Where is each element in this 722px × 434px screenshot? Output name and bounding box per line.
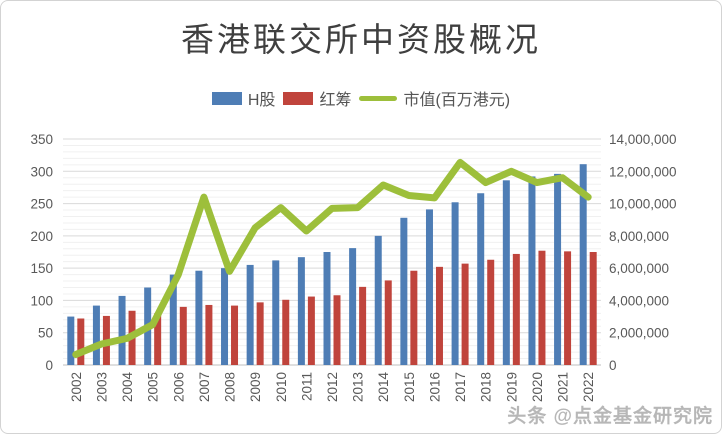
svg-text:2004: 2004 <box>120 372 135 403</box>
legend-label-h-share: H股 <box>247 92 276 109</box>
red-chip-bar <box>256 302 264 365</box>
h-share-bar <box>297 257 305 365</box>
legend-item-red-chip: 红筹 <box>283 86 351 110</box>
h-share-bar <box>349 248 357 365</box>
h-share-bar <box>502 180 510 365</box>
svg-text:2,000,000: 2,000,000 <box>609 326 669 341</box>
h-share-bar <box>246 264 254 365</box>
svg-text:300: 300 <box>30 164 53 179</box>
h-share-bar <box>374 235 382 365</box>
red-chip-bar <box>487 259 495 365</box>
svg-text:8,000,000: 8,000,000 <box>609 229 669 244</box>
red-chip-bar <box>435 266 443 365</box>
red-chip-legend-swatch-icon <box>283 91 314 105</box>
red-chip-bar <box>512 253 520 365</box>
market-cap-legend-line-icon <box>359 95 398 101</box>
red-chip-bar <box>461 263 469 365</box>
red-chip-bar <box>307 296 315 365</box>
red-chip-bar <box>154 313 162 365</box>
svg-text:2010: 2010 <box>274 372 289 402</box>
red-chip-bar <box>384 280 392 365</box>
svg-text:2003: 2003 <box>94 372 109 402</box>
red-chip-bar <box>179 306 187 365</box>
svg-text:14,000,000: 14,000,000 <box>609 132 677 147</box>
h-share-bar <box>554 173 562 365</box>
svg-text:150: 150 <box>30 261 53 276</box>
legend-item-h-share: H股 <box>211 86 276 110</box>
h-share-bar <box>272 260 280 365</box>
legend-label-market-cap: 市值(百万港元) <box>403 92 511 109</box>
svg-text:2007: 2007 <box>197 372 212 402</box>
h-share-bar <box>425 209 433 365</box>
svg-text:2022: 2022 <box>581 372 596 402</box>
h-share-bar <box>528 176 536 365</box>
chart-legend: H股 红筹 市值(百万港元) <box>1 86 721 110</box>
svg-text:2014: 2014 <box>376 372 391 403</box>
svg-text:2020: 2020 <box>530 372 545 402</box>
svg-text:0: 0 <box>609 358 617 373</box>
market-cap-line <box>72 158 592 359</box>
svg-text:2015: 2015 <box>402 372 417 402</box>
svg-text:6,000,000: 6,000,000 <box>609 261 669 276</box>
h-share-bar <box>400 217 408 365</box>
svg-text:2017: 2017 <box>453 372 468 402</box>
svg-text:100: 100 <box>30 293 53 308</box>
svg-text:2012: 2012 <box>325 372 340 402</box>
svg-text:2013: 2013 <box>351 372 366 402</box>
svg-text:2019: 2019 <box>504 372 519 402</box>
svg-text:2016: 2016 <box>427 372 442 402</box>
svg-text:2005: 2005 <box>146 372 161 402</box>
red-chip-bar <box>410 270 418 365</box>
legend-label-red-chip: 红筹 <box>319 92 352 109</box>
h-share-bar <box>221 268 229 365</box>
h-share-bar <box>169 274 177 365</box>
svg-text:50: 50 <box>38 326 53 341</box>
svg-text:2011: 2011 <box>299 372 314 401</box>
red-chip-bar <box>359 286 367 365</box>
h-share-bar <box>195 270 203 365</box>
chart-title: 香港联交所中资股概况 <box>181 20 541 59</box>
svg-text:2008: 2008 <box>223 372 238 402</box>
svg-text:2002: 2002 <box>69 372 84 402</box>
red-chip-bar <box>333 295 341 365</box>
legend-item-market-cap: 市值(百万港元) <box>359 86 510 110</box>
red-chip-bar <box>282 299 290 365</box>
h-share-bar <box>579 164 587 365</box>
svg-text:0: 0 <box>45 358 53 373</box>
h-share-bar <box>92 305 100 365</box>
watermark: 头条 @点金基金研究院 <box>507 406 713 427</box>
svg-text:250: 250 <box>30 197 53 212</box>
svg-text:350: 350 <box>30 132 53 147</box>
svg-text:200: 200 <box>30 229 53 244</box>
red-chip-bar <box>538 250 546 365</box>
red-chip-bar <box>589 252 597 365</box>
svg-text:12,000,000: 12,000,000 <box>609 164 677 179</box>
svg-text:4,000,000: 4,000,000 <box>609 293 669 308</box>
red-chip-bar <box>205 304 213 365</box>
h-share-bar <box>323 252 331 365</box>
svg-text:2009: 2009 <box>248 372 263 402</box>
svg-text:2021: 2021 <box>556 372 571 402</box>
h-share-bar <box>451 202 459 365</box>
h-share-bar <box>67 316 75 365</box>
svg-text:2006: 2006 <box>171 372 186 402</box>
svg-text:10,000,000: 10,000,000 <box>609 197 677 212</box>
h-share-bar <box>477 193 485 365</box>
red-chip-bar <box>77 318 85 365</box>
h-share-legend-swatch-icon <box>211 91 242 105</box>
red-chip-bar <box>231 305 239 365</box>
h-share-bar <box>118 295 126 365</box>
red-chip-bar <box>564 251 572 365</box>
svg-text:2018: 2018 <box>479 372 494 402</box>
